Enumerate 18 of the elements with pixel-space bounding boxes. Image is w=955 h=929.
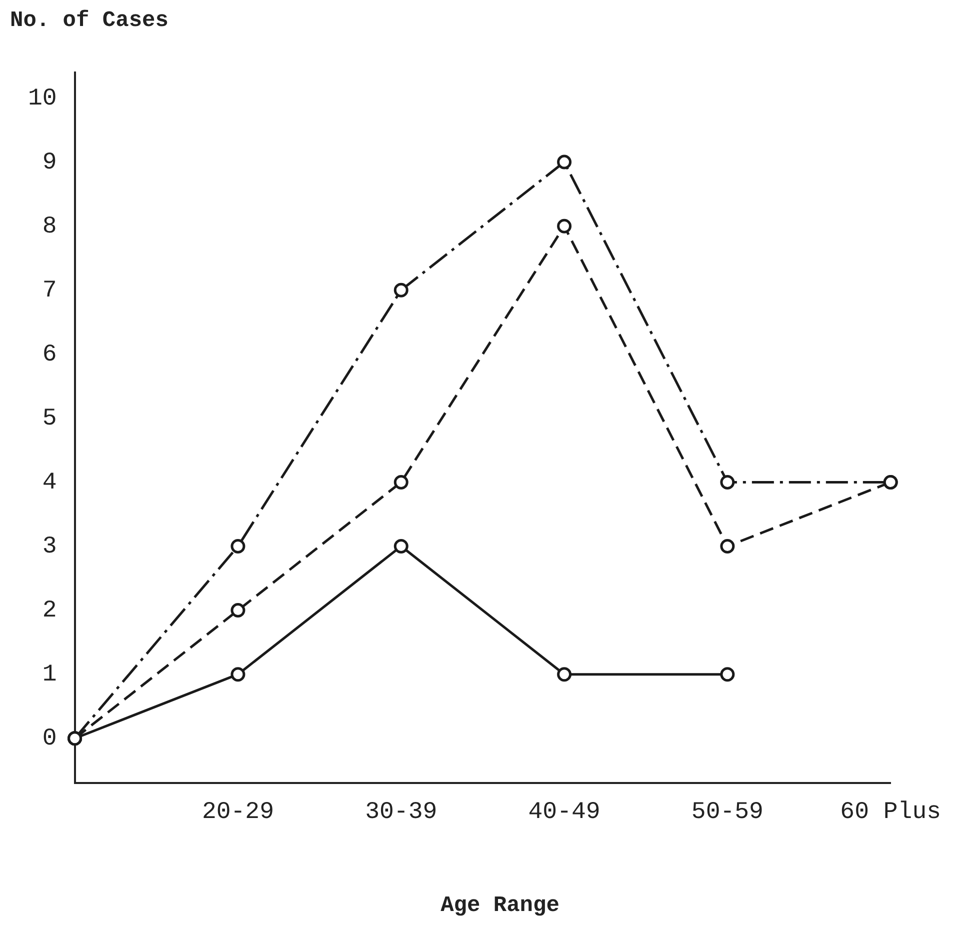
x-tick-label: 30-39 <box>365 798 438 826</box>
y-tick-label: 9 <box>42 149 57 176</box>
x-tick-label: 20-29 <box>202 798 274 826</box>
x-tick-label: 50-59 <box>691 798 764 826</box>
y-tick-label: 10 <box>28 85 57 112</box>
x-tick-label: 40-49 <box>528 798 600 826</box>
y-tick-label: 3 <box>42 534 57 561</box>
y-tick-label: 2 <box>42 598 57 625</box>
y-tick-label: 4 <box>42 470 57 497</box>
y-tick-label: 1 <box>42 662 57 689</box>
y-tick-label: 7 <box>42 277 57 304</box>
y-tick-label: 8 <box>42 213 57 240</box>
y-tick-label: 6 <box>42 342 57 369</box>
y-axis-title: No. of Cases <box>10 8 168 33</box>
x-tick-label: 60 Plus <box>840 798 942 826</box>
y-tick-label: 5 <box>42 406 57 433</box>
y-tick-label: 0 <box>42 726 57 753</box>
x-axis-title: Age Range <box>440 893 560 918</box>
